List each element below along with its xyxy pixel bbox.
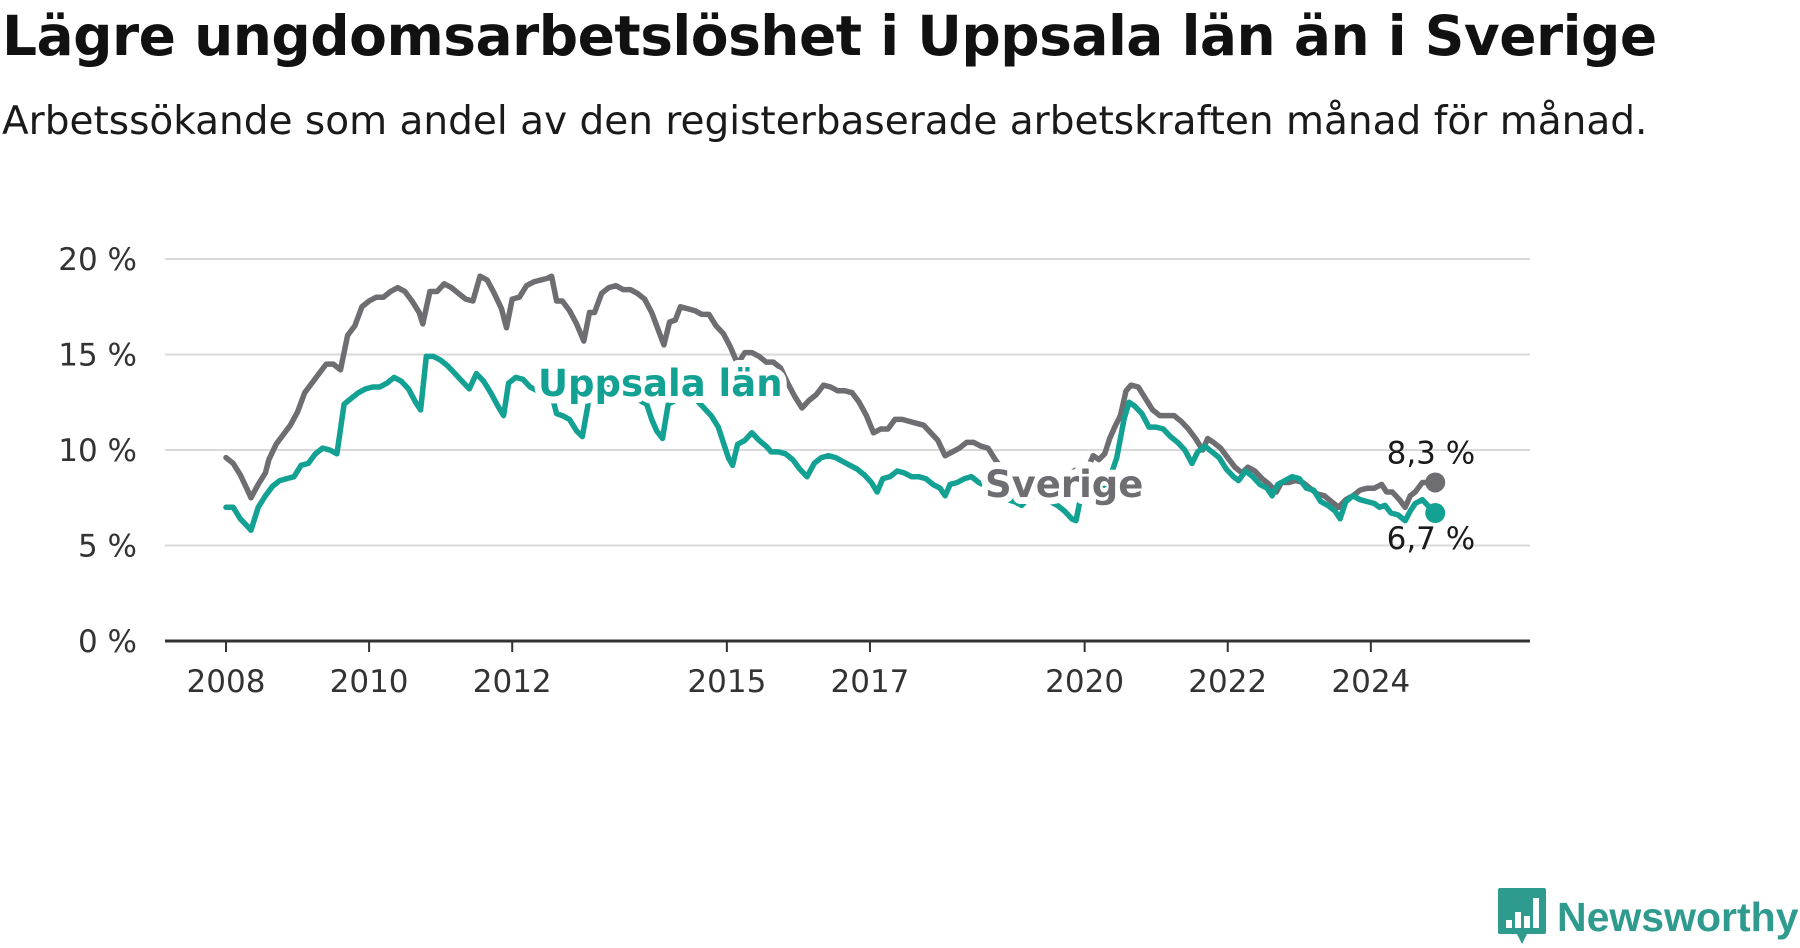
end-marker-sverige [1425, 472, 1446, 493]
brand-name: Newsworthy [1557, 893, 1799, 940]
newsworthy-bar-chart-icon [1498, 888, 1546, 944]
end-value-label-sverige: 8,3 % [1387, 435, 1476, 471]
svg-text:Uppsala län: Uppsala län [538, 362, 783, 405]
y-tick-label: 20 % [58, 242, 137, 278]
line-uppsala-lan [223, 353, 1438, 533]
line-sverige [223, 273, 1438, 511]
svg-text:Sverige: Sverige [985, 463, 1143, 506]
x-tick-label: 2017 [831, 664, 910, 700]
x-tick-label: 2015 [687, 664, 766, 700]
y-tick-label: 5 % [78, 529, 137, 565]
y-tick-label: 0 % [78, 624, 137, 660]
newsworthy-brand[interactable]: Newsworthy [1497, 886, 1799, 948]
svg-text:Uppsala län: Uppsala län [538, 362, 783, 405]
chart-subtitle: Arbetssökande som andel av den registerb… [2, 99, 1648, 144]
chart-title: Lägre ungdomsarbetslöshet i Uppsala län … [2, 4, 1657, 68]
x-tick-label: 2024 [1331, 664, 1410, 700]
end-value-label-uppsala-lan: 6,7 % [1387, 521, 1476, 557]
end-marker-uppsala-lan [1425, 503, 1446, 524]
gridlines [165, 258, 1530, 547]
x-tick-label: 2022 [1188, 664, 1267, 700]
svg-text:Sverige: Sverige [985, 463, 1143, 506]
x-tick-label: 2020 [1045, 664, 1124, 700]
y-tick-label: 10 % [58, 433, 137, 469]
x-tick-label: 2012 [473, 664, 552, 700]
y-axis-ticks: 0 % 5 % 10 % 15 % 20 % [58, 242, 137, 660]
x-tick-label: 2008 [187, 664, 266, 700]
x-axis-ticks: 2008 2010 2012 2015 2017 2020 2022 2024 [187, 641, 1410, 700]
series-lines [223, 273, 1446, 533]
y-tick-label: 15 % [58, 338, 137, 374]
x-tick-label: 2010 [330, 664, 409, 700]
